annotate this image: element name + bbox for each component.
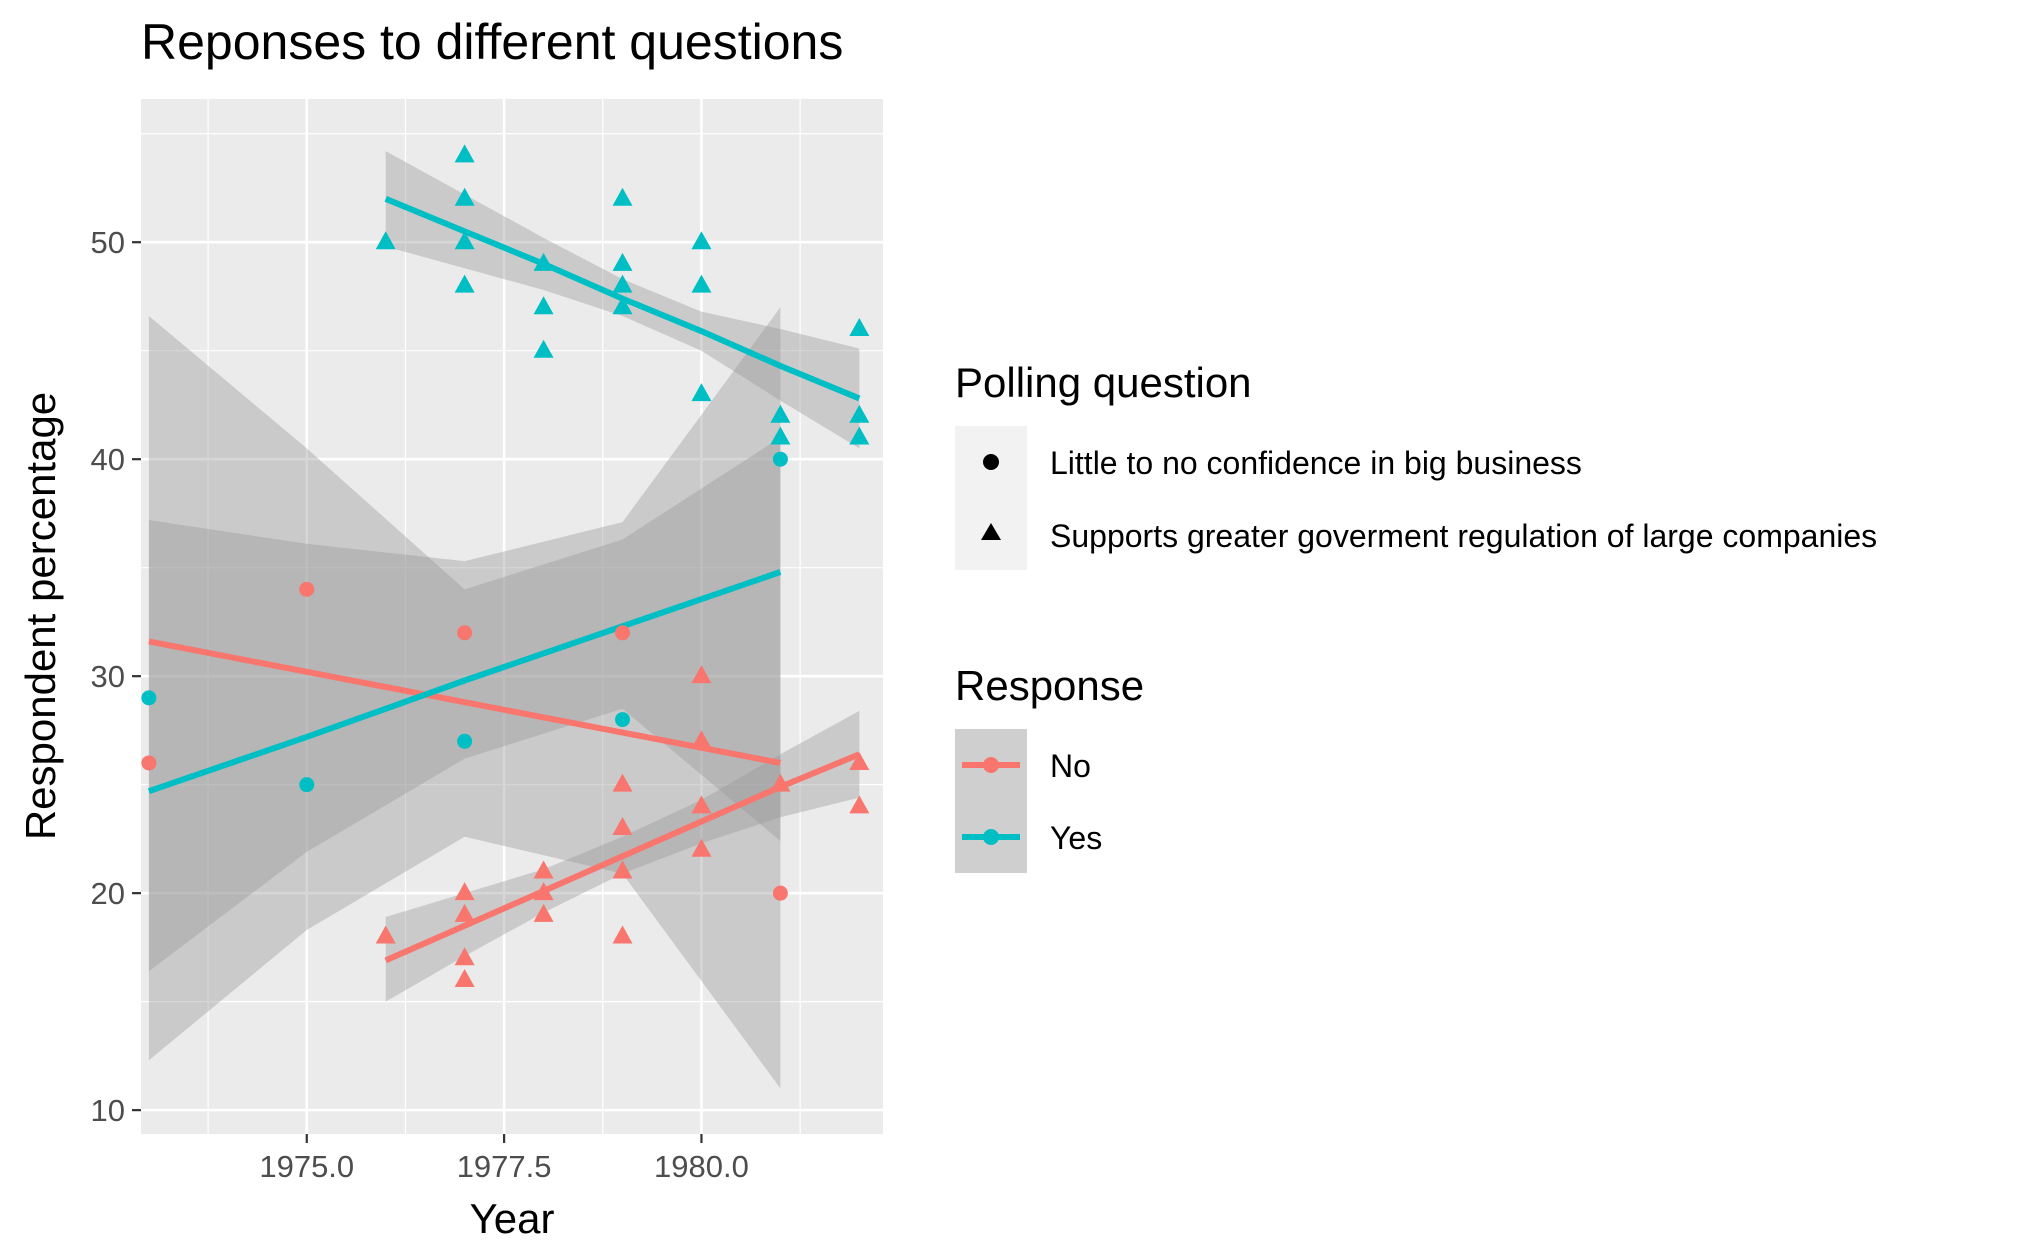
y-tick-label: 10 bbox=[91, 1093, 125, 1128]
point-no-triangle bbox=[691, 838, 712, 857]
color-legend-title: Response bbox=[955, 662, 1144, 709]
point-no-circle bbox=[141, 755, 157, 771]
x-tick-label: 1975.0 bbox=[259, 1149, 354, 1184]
point-no-triangle bbox=[454, 903, 475, 922]
y-axis-title: Respondent percentage bbox=[17, 392, 64, 840]
point-yes-circle bbox=[615, 712, 631, 728]
chart-title: Reponses to different questions bbox=[141, 14, 843, 70]
grid-lines bbox=[141, 99, 883, 1134]
point-yes-triangle bbox=[454, 231, 475, 250]
point-no-triangle bbox=[612, 860, 633, 879]
point-no-triangle bbox=[454, 947, 475, 966]
trend-line-yes-circle bbox=[147, 569, 782, 795]
shape-legend: Polling question Little to no confidence… bbox=[955, 359, 1877, 570]
trend-line-no-circle bbox=[148, 638, 781, 766]
point-yes-triangle bbox=[533, 296, 554, 315]
x-axis: 1975.0 1977.5 1980.0 bbox=[259, 1134, 749, 1184]
y-tick-label: 20 bbox=[91, 876, 125, 911]
point-no-triangle bbox=[849, 795, 870, 814]
point-yes-triangle bbox=[612, 274, 633, 293]
x-axis-title: Year bbox=[470, 1195, 555, 1242]
y-tick-label: 50 bbox=[91, 225, 125, 260]
point-no-triangle bbox=[612, 817, 633, 836]
point-no-triangle bbox=[533, 860, 554, 879]
plot-panel bbox=[141, 99, 883, 1134]
point-yes-circle bbox=[141, 690, 157, 706]
point-no-triangle bbox=[612, 925, 633, 944]
point-yes-triangle bbox=[454, 187, 475, 206]
point-no-circle bbox=[772, 885, 788, 901]
point-no-triangle bbox=[454, 968, 475, 987]
point-yes-triangle bbox=[849, 318, 870, 336]
point-yes-triangle bbox=[691, 231, 712, 250]
point-yes-circle bbox=[772, 451, 788, 467]
color-legend-key-box bbox=[955, 729, 1027, 873]
point-yes-triangle bbox=[849, 404, 870, 423]
point-yes-triangle bbox=[770, 404, 791, 423]
color-legend-label-no: No bbox=[1050, 748, 1091, 784]
shape-legend-key-box bbox=[955, 426, 1027, 570]
point-no-triangle bbox=[770, 773, 791, 792]
point-yes-triangle bbox=[454, 274, 475, 293]
y-tick-label: 30 bbox=[91, 659, 125, 694]
point-no-circle bbox=[299, 581, 315, 597]
point-no-triangle bbox=[691, 665, 712, 684]
y-tick-label: 40 bbox=[91, 442, 125, 477]
point-yes-triangle bbox=[691, 274, 712, 293]
shape-legend-title: Polling question bbox=[955, 359, 1252, 406]
point-no-triangle bbox=[691, 730, 712, 749]
point-no-triangle bbox=[612, 773, 633, 792]
point-yes-triangle bbox=[691, 383, 712, 402]
point-yes-circle bbox=[457, 733, 473, 749]
point-no-triangle bbox=[849, 751, 870, 770]
point-yes-triangle bbox=[770, 426, 791, 445]
point-yes-triangle bbox=[454, 144, 475, 163]
color-legend-yes-dot bbox=[983, 829, 999, 845]
point-yes-triangle bbox=[612, 187, 633, 206]
color-legend-label-yes: Yes bbox=[1050, 820, 1102, 856]
point-yes-circle bbox=[299, 777, 315, 793]
point-yes-triangle bbox=[533, 252, 554, 271]
color-legend-no-dot bbox=[983, 757, 999, 773]
x-tick-label: 1980.0 bbox=[654, 1149, 749, 1184]
y-axis: 10 20 30 40 50 bbox=[91, 225, 141, 1128]
point-yes-triangle bbox=[612, 252, 633, 271]
data-points bbox=[141, 144, 870, 987]
point-no-triangle bbox=[454, 882, 475, 901]
point-yes-triangle bbox=[612, 296, 633, 315]
shape-legend-label-triangle: Supports greater goverment regulation of… bbox=[1050, 518, 1877, 554]
point-no-triangle bbox=[533, 882, 554, 901]
point-no-circle bbox=[615, 625, 631, 641]
point-no-triangle bbox=[691, 795, 712, 814]
point-yes-triangle bbox=[849, 426, 870, 445]
color-legend: Response No Yes bbox=[955, 662, 1144, 873]
point-no-triangle bbox=[375, 925, 396, 944]
shape-legend-triangle-icon bbox=[981, 523, 1001, 540]
shape-legend-circle-icon bbox=[983, 454, 999, 470]
point-yes-triangle bbox=[375, 231, 396, 250]
point-yes-triangle bbox=[533, 339, 554, 358]
x-tick-label: 1977.5 bbox=[457, 1149, 552, 1184]
point-no-triangle bbox=[533, 903, 554, 922]
point-no-circle bbox=[457, 625, 473, 641]
shape-legend-label-circle: Little to no confidence in big business bbox=[1050, 445, 1582, 481]
